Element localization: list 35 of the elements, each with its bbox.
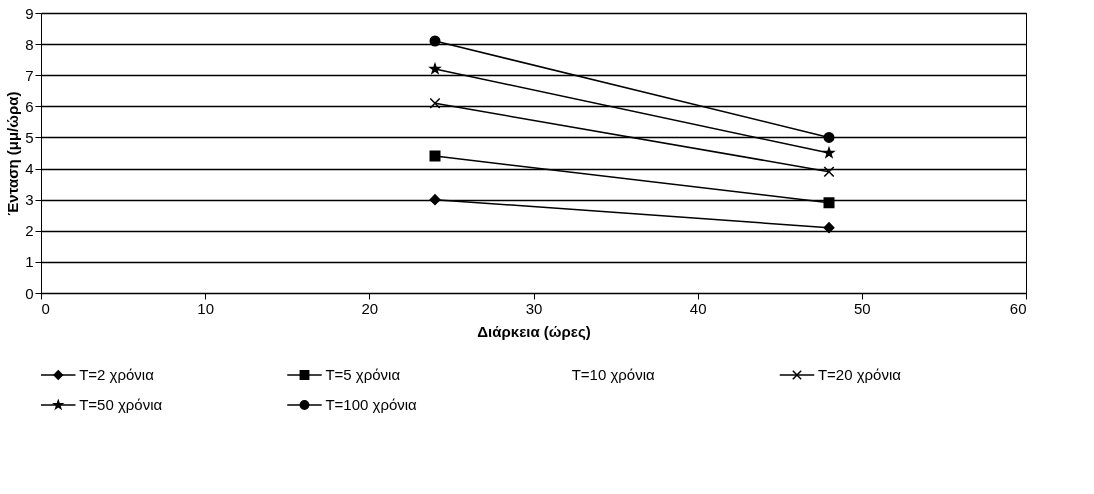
point: [429, 150, 441, 162]
y-tick-label: 3: [25, 191, 34, 209]
point: [823, 131, 835, 143]
point: [429, 63, 441, 74]
legend-label: T=100 χρόνια: [325, 396, 418, 413]
point: [823, 222, 835, 234]
y-tick-label: 9: [25, 4, 34, 22]
point: [823, 147, 835, 158]
point: [823, 166, 835, 178]
x-tick-label: 20: [361, 299, 379, 317]
legend-label: T=2 χρόνια: [79, 366, 155, 383]
point: [429, 97, 441, 109]
point: [823, 197, 835, 209]
x-tick-label: 10: [197, 299, 215, 317]
y-tick-label: 7: [25, 66, 34, 84]
y-tick-label: 5: [25, 128, 34, 146]
y-tick-label: 2: [25, 222, 34, 240]
x-tick-label: 60: [1009, 299, 1027, 317]
x-tick-label: 30: [525, 299, 543, 317]
y-tick-label: 6: [25, 97, 34, 115]
x-tick-label: 50: [853, 299, 871, 317]
x-axis-title: Διάρκεια (ώρες): [477, 322, 591, 340]
y-tick-label: 1: [25, 253, 34, 271]
legend-label: T=50 χρόνια: [79, 396, 163, 413]
legend-label: T=20 χρόνια: [817, 366, 902, 383]
legend-label: T=5 χρόνια: [325, 366, 401, 383]
point: [429, 194, 441, 206]
y-axis-title: Ένταση (μμ/ώρα): [4, 91, 22, 216]
x-tick-label: 0: [41, 299, 50, 317]
y-tick-label: 0: [25, 284, 34, 302]
text: T=10 χρόνια: [571, 366, 656, 383]
y-tick-label: 4: [25, 160, 34, 178]
x-tick-label: 40: [689, 299, 707, 317]
point: [429, 35, 441, 47]
y-tick-label: 8: [25, 35, 34, 53]
